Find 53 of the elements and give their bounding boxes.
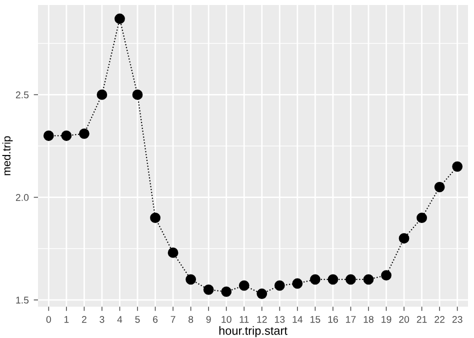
x-tick-label: 15 <box>310 316 320 323</box>
x-tick-label: 9 <box>206 316 211 323</box>
point <box>96 89 108 100</box>
point <box>274 280 285 291</box>
x-tick-label: 6 <box>153 316 158 323</box>
x-tick-label: 7 <box>170 316 176 323</box>
point <box>310 274 320 285</box>
point <box>238 280 250 291</box>
x-tick-label: 17 <box>346 316 356 323</box>
point <box>256 288 268 299</box>
x-tick-label: 22 <box>434 316 444 323</box>
point <box>434 182 445 192</box>
y-tick-label: 2.0 <box>16 194 29 201</box>
point <box>43 130 54 141</box>
point <box>328 274 338 285</box>
x-tick-label: 18 <box>364 316 374 323</box>
x-tick-label: 12 <box>257 316 267 323</box>
point <box>398 233 410 244</box>
point <box>150 212 160 224</box>
point <box>292 278 303 289</box>
point <box>416 212 428 224</box>
x-tick-label: 2 <box>82 316 86 323</box>
point <box>363 274 374 285</box>
x-tick-label: 0 <box>46 316 51 323</box>
y-tick-label: 1.5 <box>16 296 29 304</box>
point <box>168 248 178 258</box>
point <box>61 130 72 141</box>
x-tick-label: 5 <box>135 316 140 323</box>
x-tick-label: 11 <box>240 316 249 323</box>
point <box>221 286 232 297</box>
x-tick-label: 21 <box>416 316 427 323</box>
point <box>452 161 463 172</box>
point <box>78 128 90 139</box>
x-tick-label: 14 <box>292 316 303 323</box>
point <box>346 274 356 285</box>
x-tick-label: 8 <box>188 316 194 323</box>
x-tick-label: 1 <box>64 316 69 323</box>
y-tick-label: 2.5 <box>16 91 29 98</box>
x-tick-label: 10 <box>222 316 232 323</box>
point <box>114 14 125 24</box>
point <box>132 89 143 100</box>
point <box>186 274 196 285</box>
point <box>203 284 214 295</box>
x-tick-label: 19 <box>382 316 392 323</box>
x-tick-label: 16 <box>328 316 338 323</box>
x-tick-label: 4 <box>117 316 122 323</box>
x-tick-label: 3 <box>100 316 104 323</box>
x-tick-label: 13 <box>274 316 285 323</box>
point <box>381 270 392 281</box>
x-tick-label: 23 <box>452 316 462 323</box>
x-axis-title: hour.trip.start <box>219 326 288 338</box>
y-axis-title: med.trip <box>2 136 13 176</box>
x-tick-label: 20 <box>399 316 410 323</box>
